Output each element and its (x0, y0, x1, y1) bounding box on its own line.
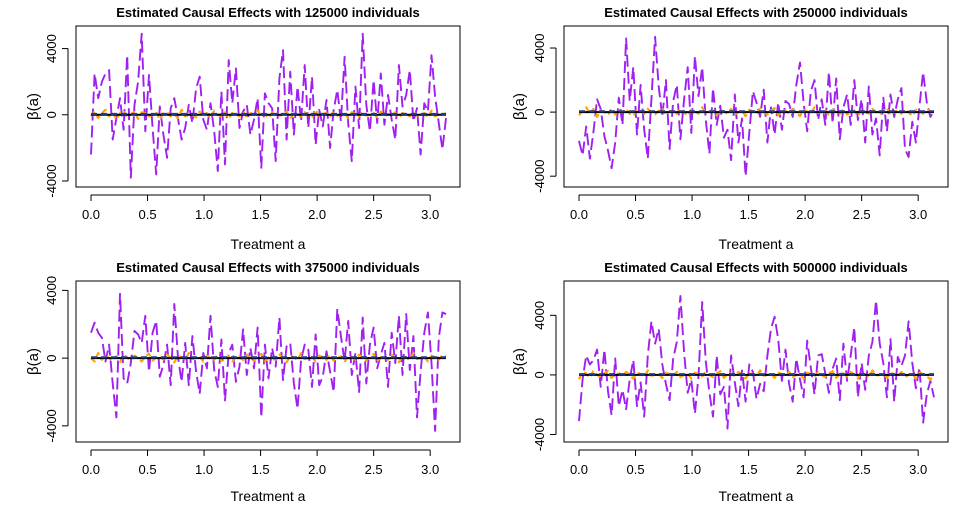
x-tick-label: 0.0 (570, 207, 588, 222)
x-tick-label: 2.0 (308, 207, 326, 222)
y-tick-label: 0 (532, 371, 547, 378)
y-axis: -4000 0 4000 (532, 301, 557, 451)
y-tick-label: 4000 (44, 276, 59, 305)
y-tick-label: -4000 (44, 164, 59, 197)
y-tick-label: 4000 (532, 34, 547, 63)
x-tick-label: 3.0 (909, 462, 927, 477)
x-tick-label: 1.0 (683, 207, 701, 222)
x-tick-label: 1.0 (195, 462, 213, 477)
y-axis-label: β(a) (511, 93, 528, 120)
chart-panel-3: 0.0 0.5 1.0 1.5 2.0 2.5 3.0 -4000 0 4000 Estimated… (25, 260, 461, 504)
x-tick-label: 2.0 (796, 207, 814, 222)
x-tick-label: 1.5 (740, 462, 758, 477)
plot-frame (563, 280, 949, 443)
x-tick-label: 3.0 (421, 207, 439, 222)
x-tick-label: 2.5 (365, 462, 383, 477)
y-tick-label: -4000 (532, 418, 547, 451)
x-tick-label: 0.0 (82, 207, 100, 222)
x-tick-label: 0.5 (138, 462, 156, 477)
x-tick-label: 1.5 (740, 207, 758, 222)
x-tick-label: 1.5 (252, 207, 270, 222)
x-tick-label: 2.5 (365, 207, 383, 222)
y-axis-label: β(a) (25, 348, 42, 375)
chart-panel-1: 0.0 0.5 1.0 1.5 2.0 2.5 3.0 -4000 0 4000 Estimated… (25, 5, 461, 252)
x-tick-label: 3.0 (909, 207, 927, 222)
y-tick-label: 0 (44, 111, 59, 118)
y-axis: -4000 0 4000 (44, 276, 69, 442)
x-tick-label: 0.0 (570, 462, 588, 477)
x-tick-label: 0.0 (82, 462, 100, 477)
y-tick-label: -4000 (44, 409, 59, 442)
y-tick-label: 4000 (44, 34, 59, 63)
chart-panel-2: 0.0 0.5 1.0 1.5 2.0 2.5 3.0 -4000 0 4000 Estimated… (511, 5, 949, 252)
x-tick-label: 2.5 (853, 462, 871, 477)
x-tick-label: 1.0 (195, 207, 213, 222)
x-tick-label: 2.5 (853, 207, 871, 222)
y-axis-label: β(a) (511, 348, 528, 375)
plot-frame (75, 280, 461, 443)
plot-frame (75, 25, 461, 188)
x-axis-label: Treatment a (719, 488, 794, 504)
y-tick-label: -4000 (532, 160, 547, 193)
series-line-2 (578, 369, 935, 381)
plot-area (90, 292, 447, 432)
x-axis-label: Treatment a (231, 488, 306, 504)
x-tick-label: 1.0 (683, 462, 701, 477)
plot-frame (563, 25, 949, 188)
x-axis: 0.0 0.5 1.0 1.5 2.0 2.5 3.0 (570, 194, 927, 222)
chart-title: Estimated Causal Effects with 500000 ind… (604, 260, 907, 275)
plot-area (578, 35, 935, 178)
x-tick-label: 2.0 (796, 462, 814, 477)
chart-title: Estimated Causal Effects with 250000 ind… (604, 5, 907, 20)
x-tick-label: 0.5 (138, 207, 156, 222)
plot-area (578, 294, 935, 430)
chart-title: Estimated Causal Effects with 125000 ind… (116, 5, 419, 20)
x-tick-label: 2.0 (308, 462, 326, 477)
x-tick-label: 0.5 (626, 207, 644, 222)
series-line-1 (90, 32, 447, 179)
y-axis: -4000 0 4000 (532, 34, 557, 193)
x-axis-label: Treatment a (231, 236, 306, 252)
y-axis-label: β(a) (25, 93, 42, 120)
y-tick-label: 4000 (532, 301, 547, 330)
series-line-1 (578, 35, 935, 178)
x-axis-label: Treatment a (719, 236, 794, 252)
x-tick-label: 0.5 (626, 462, 644, 477)
x-tick-label: 3.0 (421, 462, 439, 477)
x-axis: 0.0 0.5 1.0 1.5 2.0 2.5 3.0 (570, 449, 927, 477)
x-axis: 0.0 0.5 1.0 1.5 2.0 2.5 3.0 (82, 449, 439, 477)
plot-area (90, 32, 447, 179)
x-tick-label: 1.5 (252, 462, 270, 477)
chart-title: Estimated Causal Effects with 375000 ind… (116, 260, 419, 275)
y-axis: -4000 0 4000 (44, 34, 69, 198)
series-line-1 (90, 292, 447, 432)
y-tick-label: 0 (532, 108, 547, 115)
y-tick-label: 0 (44, 354, 59, 361)
series-line-1 (578, 294, 935, 430)
x-axis: 0.0 0.5 1.0 1.5 2.0 2.5 3.0 (82, 194, 439, 222)
chart-panel-4: 0.0 0.5 1.0 1.5 2.0 2.5 3.0 -4000 0 4000 Estimated… (511, 260, 949, 504)
